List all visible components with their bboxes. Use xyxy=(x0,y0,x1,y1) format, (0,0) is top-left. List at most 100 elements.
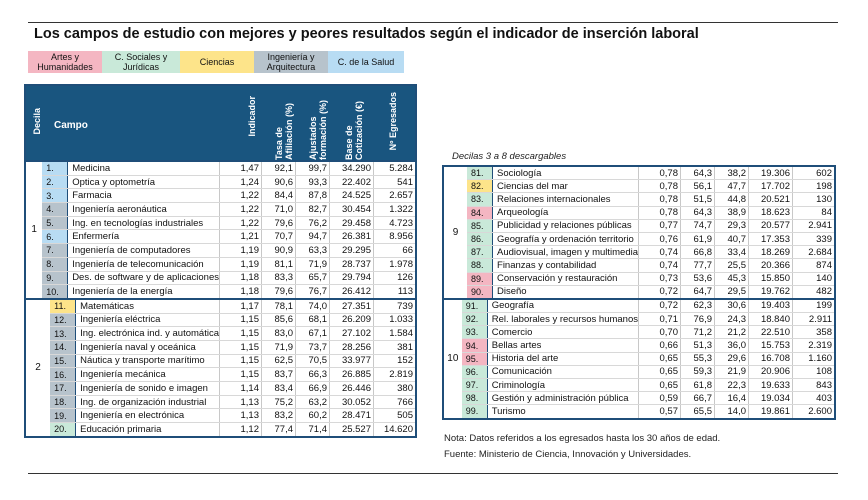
indicador-cell: 1,15 xyxy=(219,313,261,327)
left-table-body: 1 1. Medicina 1,47 92,1 99,7 34.290 5.284 2. Opti… xyxy=(24,162,417,438)
indicador-cell: 0,65 xyxy=(638,365,680,378)
legend-ciencias: Ciencias xyxy=(180,51,254,73)
table-row: 96. Comunicación 0,65 59,3 21,9 20.906 108 xyxy=(461,365,834,379)
rank-cell: 7. xyxy=(42,244,68,257)
decila-group: 1 1. Medicina 1,47 92,1 99,7 34.290 5.284 2. Opti… xyxy=(26,162,415,300)
rank-cell: 12. xyxy=(50,313,76,327)
ajustados-cell: 38,9 xyxy=(714,206,748,219)
indicador-cell: 0,74 xyxy=(638,246,680,259)
afiliacion-cell: 75,2 xyxy=(261,395,295,409)
indicador-cell: 1,14 xyxy=(219,382,261,395)
base-cell: 30.454 xyxy=(329,203,373,216)
campo-cell: Historia del arte xyxy=(486,352,638,365)
note-text: Nota: Datos referidos a los egresados ha… xyxy=(444,433,721,444)
header-decila: Decila xyxy=(32,108,42,135)
egresados-cell: 1.160 xyxy=(792,352,834,365)
ajustados-cell: 71,4 xyxy=(295,423,329,436)
ajustados-cell: 25,5 xyxy=(714,259,748,272)
afiliacion-cell: 51,5 xyxy=(680,193,714,206)
rank-cell: 98. xyxy=(461,392,487,405)
indicador-cell: 1,24 xyxy=(219,175,261,189)
base-cell: 24.525 xyxy=(329,189,373,203)
campo-cell: Ingeniería en electrónica xyxy=(75,409,219,423)
campo-cell: Relaciones internacionales xyxy=(492,193,638,206)
ajustados-cell: 33,4 xyxy=(714,246,748,259)
afiliacion-cell: 84,4 xyxy=(261,189,295,203)
campo-cell: Medicina xyxy=(67,162,219,175)
campo-cell: Des. de software y de aplicaciones xyxy=(67,271,219,285)
campo-cell: Ingeniería eléctrica xyxy=(75,313,219,327)
decila-number: 9 xyxy=(452,226,459,238)
base-cell: 34.290 xyxy=(329,162,373,175)
table-row: 82. Ciencias del mar 0,78 56,1 47,7 17.702 198 xyxy=(467,180,834,194)
egresados-cell: 8.956 xyxy=(373,230,415,244)
campo-cell: Matemáticas xyxy=(75,299,219,313)
table-row: 97. Criminología 0,65 61,8 22,3 19.633 843 xyxy=(461,379,834,393)
egresados-cell: 1.584 xyxy=(373,327,415,340)
egresados-cell: 2.941 xyxy=(792,219,834,232)
table-row: 89. Conservación y restauración 0,73 53,6 45… xyxy=(467,272,834,286)
rank-cell: 82. xyxy=(467,180,493,193)
afiliacion-cell: 64,7 xyxy=(680,285,714,298)
rank-cell: 88. xyxy=(467,259,493,272)
ajustados-cell: 36,0 xyxy=(714,339,748,352)
afiliacion-cell: 71,9 xyxy=(261,340,295,354)
ajustados-cell: 74,0 xyxy=(295,299,329,313)
afiliacion-cell: 66,7 xyxy=(680,392,714,405)
base-cell: 25.527 xyxy=(329,423,373,436)
rank-cell: 87. xyxy=(467,246,493,259)
indicador-cell: 1,17 xyxy=(219,299,261,313)
egresados-cell: 541 xyxy=(373,175,415,189)
afiliacion-cell: 55,3 xyxy=(680,352,714,365)
afiliacion-cell: 83,0 xyxy=(261,327,295,340)
afiliacion-cell: 81,1 xyxy=(261,257,295,271)
ajustados-cell: 24,3 xyxy=(714,313,748,326)
afiliacion-cell: 59,3 xyxy=(680,365,714,378)
afiliacion-cell: 78,1 xyxy=(261,299,295,313)
indicador-cell: 0,78 xyxy=(638,193,680,206)
indicador-cell: 1,15 xyxy=(219,354,261,368)
indicador-cell: 1,18 xyxy=(219,285,261,298)
indicador-cell: 0,72 xyxy=(638,299,680,313)
egresados-cell: 2.684 xyxy=(792,246,834,259)
egresados-cell: 1.033 xyxy=(373,313,415,327)
table-row: 93. Comercio 0,70 71,2 21,2 22.510 358 xyxy=(461,326,834,340)
table-row: 91. Geografía 0,72 62,3 30,6 19.403 199 xyxy=(461,299,834,314)
table-row: 19. Ingeniería en electrónica 1,13 83,2 60,2… xyxy=(50,409,415,424)
rank-cell: 84. xyxy=(467,206,493,219)
rank-cell: 9. xyxy=(42,271,68,285)
legend-salud: C. de la Salud xyxy=(328,51,404,73)
campo-cell: Ing. de organización industrial xyxy=(75,395,219,409)
egresados-cell: 766 xyxy=(373,395,415,409)
egresados-cell: 1.978 xyxy=(373,257,415,271)
ajustados-cell: 76,7 xyxy=(295,285,329,298)
base-cell: 28.737 xyxy=(329,257,373,271)
afiliacion-cell: 62,3 xyxy=(680,299,714,313)
afiliacion-cell: 65,5 xyxy=(680,405,714,418)
rank-cell: 94. xyxy=(461,339,487,352)
indicador-cell: 0,72 xyxy=(638,285,680,298)
header-egresados: Nº Egresados xyxy=(388,92,398,151)
campo-cell: Publicidad y relaciones públicas xyxy=(492,219,638,232)
campo-cell: Rel. laborales y recursos humanos xyxy=(486,313,638,326)
base-cell: 26.885 xyxy=(329,368,373,381)
indicador-cell: 0,65 xyxy=(638,379,680,392)
campo-cell: Ciencias del mar xyxy=(492,180,638,193)
indicador-cell: 0,77 xyxy=(638,219,680,232)
rank-cell: 13. xyxy=(50,327,76,340)
campo-cell: Educación primaria xyxy=(75,423,219,436)
base-cell: 19.861 xyxy=(748,405,792,418)
table-row: 83. Relaciones internacionales 0,78 51,5 44,… xyxy=(467,193,834,207)
rank-cell: 4. xyxy=(42,203,68,216)
rank-cell: 97. xyxy=(461,379,487,392)
rank-cell: 3. xyxy=(42,189,68,203)
egresados-cell: 5.284 xyxy=(373,162,415,175)
rank-cell: 15. xyxy=(50,354,76,368)
indicador-cell: 1,15 xyxy=(219,368,261,381)
campo-cell: Geografía xyxy=(486,299,638,313)
table-row: 95. Historia del arte 0,65 55,3 29,6 16.708 1.… xyxy=(461,352,834,366)
afiliacion-cell: 70,7 xyxy=(261,230,295,244)
ajustados-cell: 82,7 xyxy=(295,203,329,216)
base-cell: 29.458 xyxy=(329,216,373,230)
rank-cell: 18. xyxy=(50,395,76,409)
